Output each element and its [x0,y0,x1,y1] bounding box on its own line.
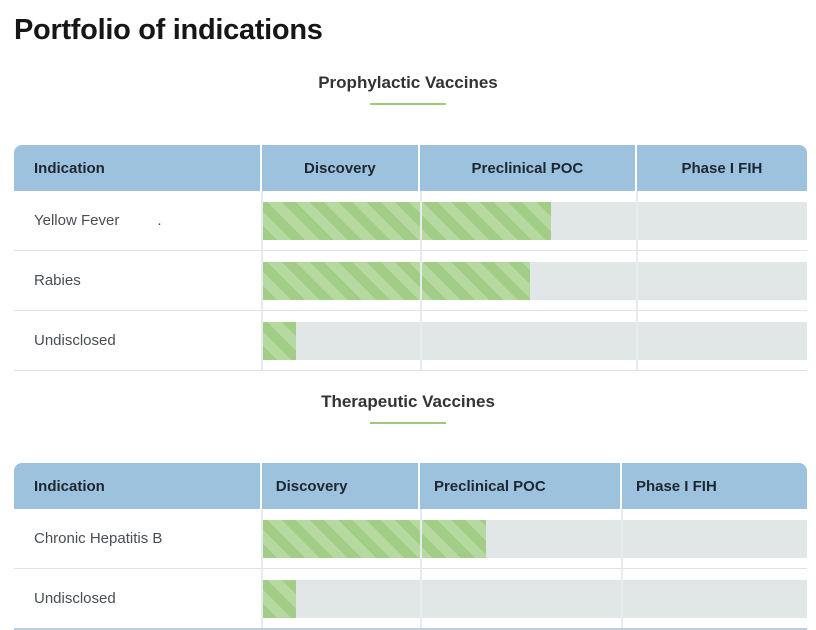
column-header-phase-i-fih: Phase I FIH [621,463,807,509]
column-header-preclinical-poc: Preclinical POC [419,145,635,191]
section-therapeutic-vaccines: Therapeutic Vaccines Indication Discover… [0,391,816,630]
progress-bar [263,579,296,618]
progress-track [263,321,807,360]
progress-bar [263,261,530,300]
indication-label: Rabies [34,272,81,289]
column-header-indication: Indication [14,463,260,509]
progress-track [263,579,807,618]
table-header-row: Indication Discovery Preclinical POC Pha… [14,145,807,191]
therapeutic-vaccines-table: Indication Discovery Preclinical POC Pha… [14,463,807,630]
section-heading-wrap: Therapeutic Vaccines [0,391,816,424]
progress-bar [263,321,296,360]
table-row: Undisclosed [14,310,807,370]
phase-track-cell [261,191,807,250]
progress-track [263,261,807,300]
table-row: Yellow Fever. [14,191,807,250]
column-header-discovery: Discovery [261,463,418,509]
section-heading: Therapeutic Vaccines [321,392,495,411]
column-header-discovery: Discovery [261,145,418,191]
table-row: Chronic Hepatitis B [14,509,807,568]
prophylactic-vaccines-table: Indication Discovery Preclinical POC Pha… [14,145,807,371]
section-heading: Prophylactic Vaccines [318,73,498,92]
label-suffix: . [157,212,162,229]
page-title: Portfolio of indications [14,14,323,46]
phase-track-cell [261,509,807,568]
column-header-preclinical-poc: Preclinical POC [419,463,620,509]
progress-bar [263,519,487,558]
column-header-indication: Indication [14,145,260,191]
progress-bar [263,201,552,240]
indication-label: Chronic Hepatitis B [34,530,163,547]
section-prophylactic-vaccines: Prophylactic Vaccines Indication Discove… [0,72,816,371]
table-body: Chronic Hepatitis B Undisclosed [14,509,807,628]
phase-track-cell [261,251,807,310]
section-heading-wrap: Prophylactic Vaccines [0,72,816,105]
heading-underline [370,422,446,424]
table-body: Yellow Fever. Rabies Undisclosed [14,191,807,370]
heading-underline [370,103,446,105]
table-header-row: Indication Discovery Preclinical POC Pha… [14,463,807,509]
indication-label: Yellow Fever. [34,212,162,229]
table-row: Rabies [14,250,807,310]
progress-track [263,519,807,558]
table-row: Undisclosed [14,568,807,628]
indication-label: Undisclosed [34,590,116,607]
phase-track-cell [261,311,807,370]
phase-track-cell [261,569,807,628]
column-header-phase-i-fih: Phase I FIH [636,145,807,191]
progress-track [263,201,807,240]
indication-label: Undisclosed [34,332,116,349]
